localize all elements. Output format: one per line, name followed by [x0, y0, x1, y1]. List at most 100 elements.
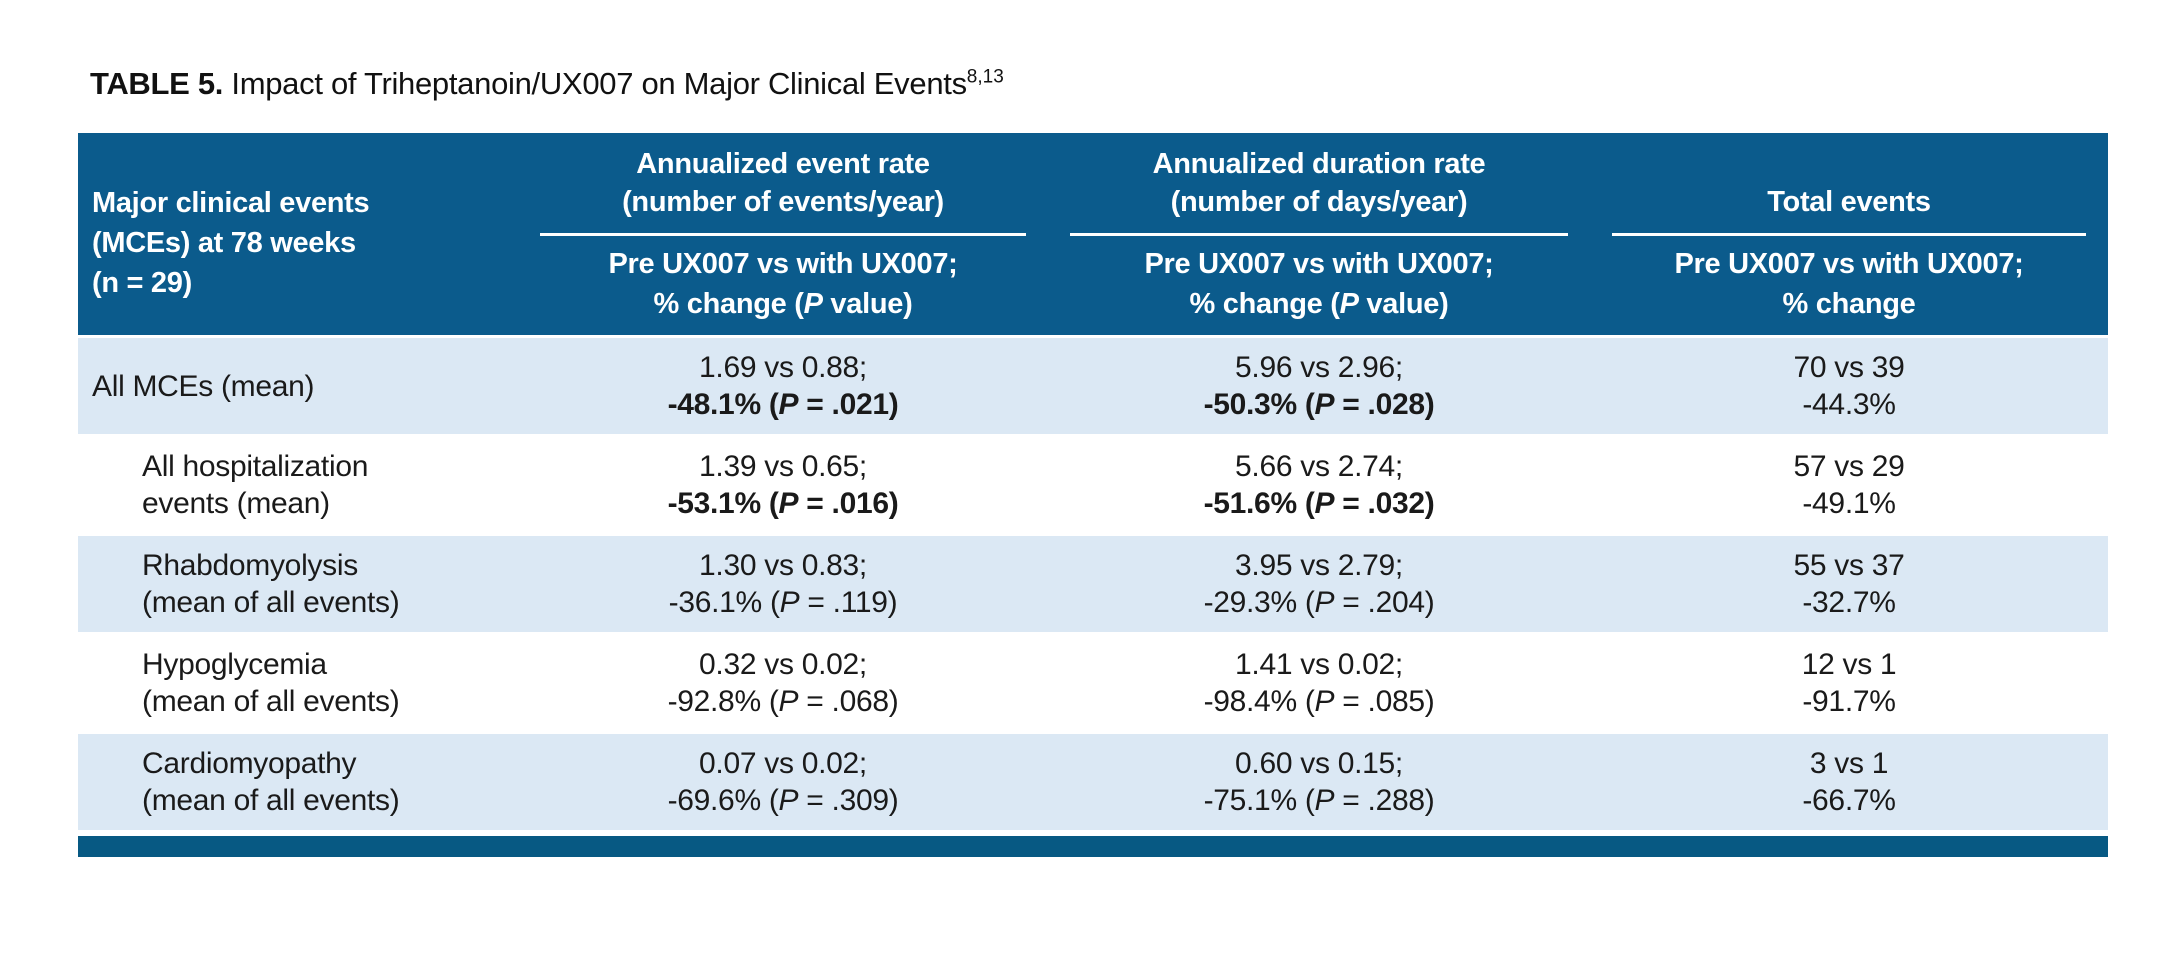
value-line: 55 vs 37: [1793, 549, 1905, 582]
cell-total-events: 57 vs 29 -49.1%: [1590, 437, 2108, 533]
row-header-line: Major clinical events: [92, 187, 370, 219]
p-italic: P: [779, 586, 800, 619]
change-line: -50.3% (P = .028): [1048, 386, 1590, 423]
column-group-label: Total events: [1590, 133, 2108, 233]
value-text: = .119): [799, 586, 898, 619]
sub-line: % change (P value): [654, 284, 913, 324]
row-label-line: Rhabdomyolysis: [142, 549, 358, 582]
value-text: = .068): [798, 685, 899, 718]
row-label-line: All MCEs (mean): [92, 369, 315, 403]
change-line: -92.8% (P = .068): [518, 683, 1048, 720]
column-header-duration-rate: Annualized duration rate (number of days…: [1048, 133, 1590, 335]
value-line: 1.30 vs 0.83;: [699, 549, 867, 582]
cell-row-label: Rhabdomyolysis (mean of all events): [78, 536, 518, 632]
cell-event-rate: 1.30 vs 0.83; -36.1% (P = .119): [518, 536, 1048, 632]
group-line: Total events: [1767, 186, 1931, 218]
change-line: -53.1% (P = .016): [518, 485, 1048, 522]
table-row: All hospitalization events (mean) 1.39 v…: [78, 434, 2108, 533]
row-label-line: (mean of all events): [142, 784, 400, 817]
cell-row-label: Cardiomyopathy (mean of all events): [78, 734, 518, 830]
change-line: -66.7%: [1802, 784, 1896, 817]
table-row: Hypoglycemia (mean of all events) 0.32 v…: [78, 632, 2108, 731]
row-label-line: (mean of all events): [142, 586, 400, 619]
value-text: -29.3% (: [1203, 586, 1315, 619]
sub-line: Pre UX007 vs with UX007;: [1144, 247, 1494, 280]
value-text: -50.3% (: [1203, 388, 1315, 421]
value-text: = .016): [798, 487, 899, 520]
cell-duration-rate: 5.66 vs 2.74; -51.6% (P = .032): [1048, 437, 1590, 533]
cell-duration-rate: 3.95 vs 2.79; -29.3% (P = .204): [1048, 536, 1590, 632]
value-line: 0.60 vs 0.15;: [1235, 747, 1403, 780]
change-line: -44.3%: [1802, 388, 1896, 421]
table-row: Cardiomyopathy (mean of all events) 0.07…: [78, 731, 2108, 830]
change-line: -98.4% (P = .085): [1048, 683, 1590, 720]
p-italic: P: [778, 784, 799, 817]
column-sub-label: Pre UX007 vs with UX007; % change (P val…: [1048, 236, 1590, 335]
p-italic: P: [803, 287, 823, 320]
value-text: -69.6% (: [667, 784, 779, 817]
sub-line: Pre UX007 vs with UX007;: [1674, 247, 2024, 280]
change-line: -29.3% (P = .204): [1048, 584, 1590, 621]
cell-row-label: Hypoglycemia (mean of all events): [78, 635, 518, 731]
p-italic: P: [1314, 586, 1335, 619]
value-line: 0.07 vs 0.02;: [699, 747, 867, 780]
p-italic: P: [1314, 685, 1335, 718]
table-title-text: Impact of Triheptanoin/UX007 on Major Cl…: [223, 66, 967, 101]
value-text: = .288): [1334, 784, 1435, 817]
sub-line: % change: [1783, 284, 1916, 324]
table-row: Rhabdomyolysis (mean of all events) 1.30…: [78, 533, 2108, 632]
column-group-label: Annualized duration rate (number of days…: [1048, 133, 1590, 233]
group-line: Annualized event rate: [636, 148, 930, 180]
change-line: -32.7%: [1802, 586, 1896, 619]
sub-text: % change: [1782, 287, 1916, 320]
header-underline: [1070, 233, 1568, 236]
value-text: = .021): [798, 388, 899, 421]
row-label-line: (mean of all events): [142, 685, 400, 718]
group-line: (number of days/year): [1170, 186, 1468, 218]
cell-total-events: 12 vs 1 -91.7%: [1590, 635, 2108, 731]
column-sub-label: Pre UX007 vs with UX007; % change (P val…: [518, 236, 1048, 335]
value-line: 1.39 vs 0.65;: [699, 450, 867, 483]
row-label-line: Hypoglycemia: [142, 648, 327, 681]
row-header-line: (MCEs) at 78 weeks: [92, 227, 356, 259]
cell-row-label: All hospitalization events (mean): [78, 437, 518, 533]
cell-event-rate: 1.69 vs 0.88; -48.1% (P = .021): [518, 338, 1048, 434]
p-italic: P: [1314, 388, 1335, 421]
change-line: -75.1% (P = .288): [1048, 782, 1590, 819]
column-header-event-rate: Annualized event rate (number of events/…: [518, 133, 1048, 335]
table-header: Major clinical events (MCEs) at 78 weeks…: [78, 133, 2108, 335]
sub-text: % change (: [653, 287, 804, 320]
p-italic: P: [1314, 487, 1335, 520]
sub-line: Pre UX007 vs with UX007;: [608, 247, 958, 280]
table-row: All MCEs (mean) 1.69 vs 0.88; -48.1% (P …: [78, 335, 2108, 434]
cell-event-rate: 1.39 vs 0.65; -53.1% (P = .016): [518, 437, 1048, 533]
column-group-label: Annualized event rate (number of events/…: [518, 133, 1048, 233]
value-line: 57 vs 29: [1793, 450, 1905, 483]
value-text: -51.6% (: [1203, 487, 1315, 520]
value-text: -98.4% (: [1203, 685, 1315, 718]
cell-duration-rate: 5.96 vs 2.96; -50.3% (P = .028): [1048, 338, 1590, 434]
column-sub-label: Pre UX007 vs with UX007; % change: [1590, 236, 2108, 335]
row-header-line: (n = 29): [92, 267, 192, 299]
header-underline: [540, 233, 1026, 236]
row-label-line: Cardiomyopathy: [142, 747, 357, 780]
header-underline: [1612, 233, 2086, 236]
column-header-total-events: Total events Pre UX007 vs with UX007; % …: [1590, 133, 2108, 335]
value-text: -36.1% (: [668, 586, 780, 619]
value-line: 3 vs 1: [1809, 747, 1889, 780]
reference-superscript: 8,13: [966, 66, 1004, 88]
p-italic: P: [778, 388, 799, 421]
value-line: 1.41 vs 0.02;: [1235, 648, 1403, 681]
value-line: 3.95 vs 2.79;: [1235, 549, 1403, 582]
sub-text: value): [822, 287, 913, 320]
value-text: -75.1% (: [1203, 784, 1315, 817]
value-text: = .204): [1334, 586, 1435, 619]
row-label-line: events (mean): [142, 487, 330, 520]
sub-line: % change (P value): [1190, 284, 1449, 324]
change-line: -49.1%: [1802, 487, 1896, 520]
row-header-column: Major clinical events (MCEs) at 78 weeks…: [78, 133, 518, 335]
cell-event-rate: 0.32 vs 0.02; -92.8% (P = .068): [518, 635, 1048, 731]
p-italic: P: [1314, 784, 1335, 817]
value-line: 5.96 vs 2.96;: [1235, 351, 1403, 384]
